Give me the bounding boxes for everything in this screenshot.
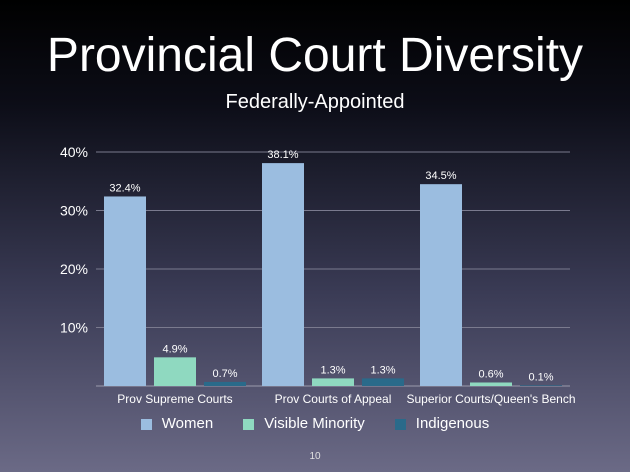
data-label: 32.4% — [109, 182, 140, 194]
legend-swatch — [243, 418, 255, 430]
y-tick-label: 30% — [60, 203, 88, 219]
bar — [262, 163, 304, 386]
slide-number: 10 — [309, 451, 321, 462]
y-tick-label: 40% — [60, 144, 88, 160]
legend-swatch — [140, 418, 152, 430]
data-label: 1.3% — [370, 364, 395, 376]
slide-subtitle: Federally-Appointed — [225, 91, 405, 113]
data-label: 0.7% — [212, 368, 237, 380]
bar — [154, 357, 196, 386]
y-tick-label: 10% — [60, 320, 88, 336]
chart-legend: Women Visible Minority Indigenous — [0, 414, 630, 434]
x-tick-label: Prov Courts of Appeal — [275, 392, 392, 406]
slide-title: Provincial Court Diversity — [46, 29, 584, 82]
bar — [520, 385, 562, 386]
y-tick-label: 20% — [60, 261, 88, 277]
x-tick-label: Superior Courts/Queen's Bench — [406, 392, 575, 406]
bar — [470, 382, 512, 386]
x-tick-label: Prov Supreme Courts — [117, 392, 232, 406]
legend-label: Indigenous — [415, 415, 490, 432]
bar — [104, 196, 146, 386]
bar — [312, 378, 354, 386]
data-label: 0.1% — [528, 371, 553, 383]
bar — [362, 378, 404, 386]
bar — [204, 381, 246, 386]
bar — [420, 184, 462, 386]
data-label: 4.9% — [162, 343, 187, 355]
data-label: 38.1% — [267, 149, 298, 161]
data-label: 1.3% — [320, 364, 345, 376]
legend-label: Visible Minority — [264, 415, 365, 432]
data-label: 0.6% — [478, 368, 503, 380]
legend-item: Indigenous — [394, 414, 490, 434]
legend-item: Women — [140, 414, 214, 434]
legend-swatch — [394, 418, 406, 430]
legend-item: Visible Minority — [243, 414, 365, 434]
data-label: 34.5% — [425, 170, 456, 182]
legend-label: Women — [161, 415, 214, 432]
